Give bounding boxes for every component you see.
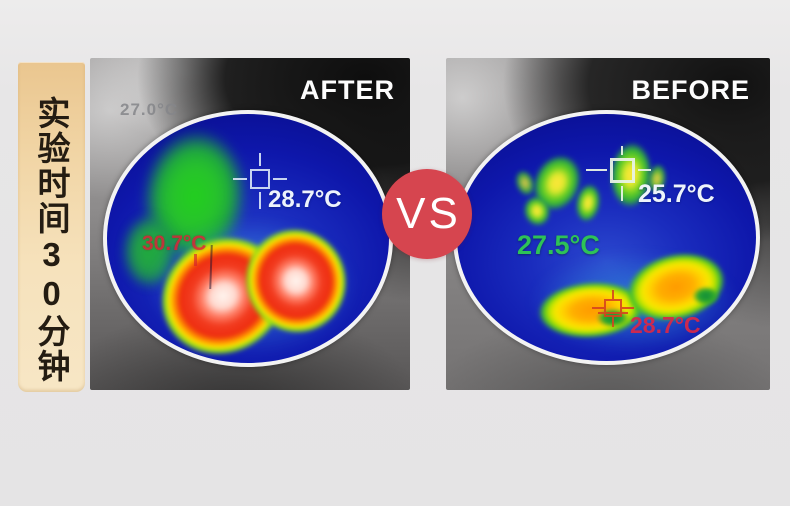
spot-marker-icon (586, 146, 651, 201)
crosshair-tick (259, 192, 261, 209)
crosshair-box (604, 299, 622, 317)
crosshair-box (250, 169, 270, 189)
experiment-time-banner: 实验时间30分钟 (18, 62, 85, 392)
cool-hole (692, 286, 720, 306)
red-marker-tick (194, 254, 197, 266)
crosshair-tick (233, 178, 247, 180)
after-label: AFTER (300, 75, 395, 105)
crosshair-tick (612, 290, 614, 299)
crosshair-tick (598, 312, 628, 314)
spot-marker-icon (233, 153, 287, 209)
crosshair-tick (621, 146, 623, 155)
hot-temperature: 28.7°C (630, 312, 701, 338)
hot-temperature: 30.7°C (142, 232, 207, 255)
crosshair-tick (586, 169, 607, 171)
thermal-panel-before: BEFORE 25.7°C 27.5°C (446, 58, 770, 390)
hot-marker-icon (592, 290, 634, 327)
vs-label: VS (396, 189, 461, 238)
crosshair-tick (638, 169, 651, 171)
thermal-oval-after (103, 110, 393, 367)
crosshair-tick (622, 307, 634, 309)
spot-temperature: 25.7°C (638, 180, 715, 208)
ambient-temperature-label: 27.0°C (120, 100, 179, 119)
thermal-oval-before (453, 110, 760, 365)
vs-badge: VS (382, 169, 472, 259)
crosshair-tick (592, 307, 604, 309)
banner-text: 实验时间30分钟 (33, 96, 70, 384)
crosshair-box (610, 158, 635, 183)
before-label: BEFORE (631, 75, 750, 105)
crosshair-tick (621, 186, 623, 201)
thermal-panel-after: AFTER 27.0°C 28.7°C 30.7°C (90, 58, 410, 390)
crosshair-tick (273, 178, 287, 180)
crosshair-tick (612, 317, 614, 327)
mid-temperature: 27.5°C (517, 230, 600, 260)
crosshair-tick (259, 153, 261, 166)
spot-temperature: 28.7°C (268, 186, 342, 213)
